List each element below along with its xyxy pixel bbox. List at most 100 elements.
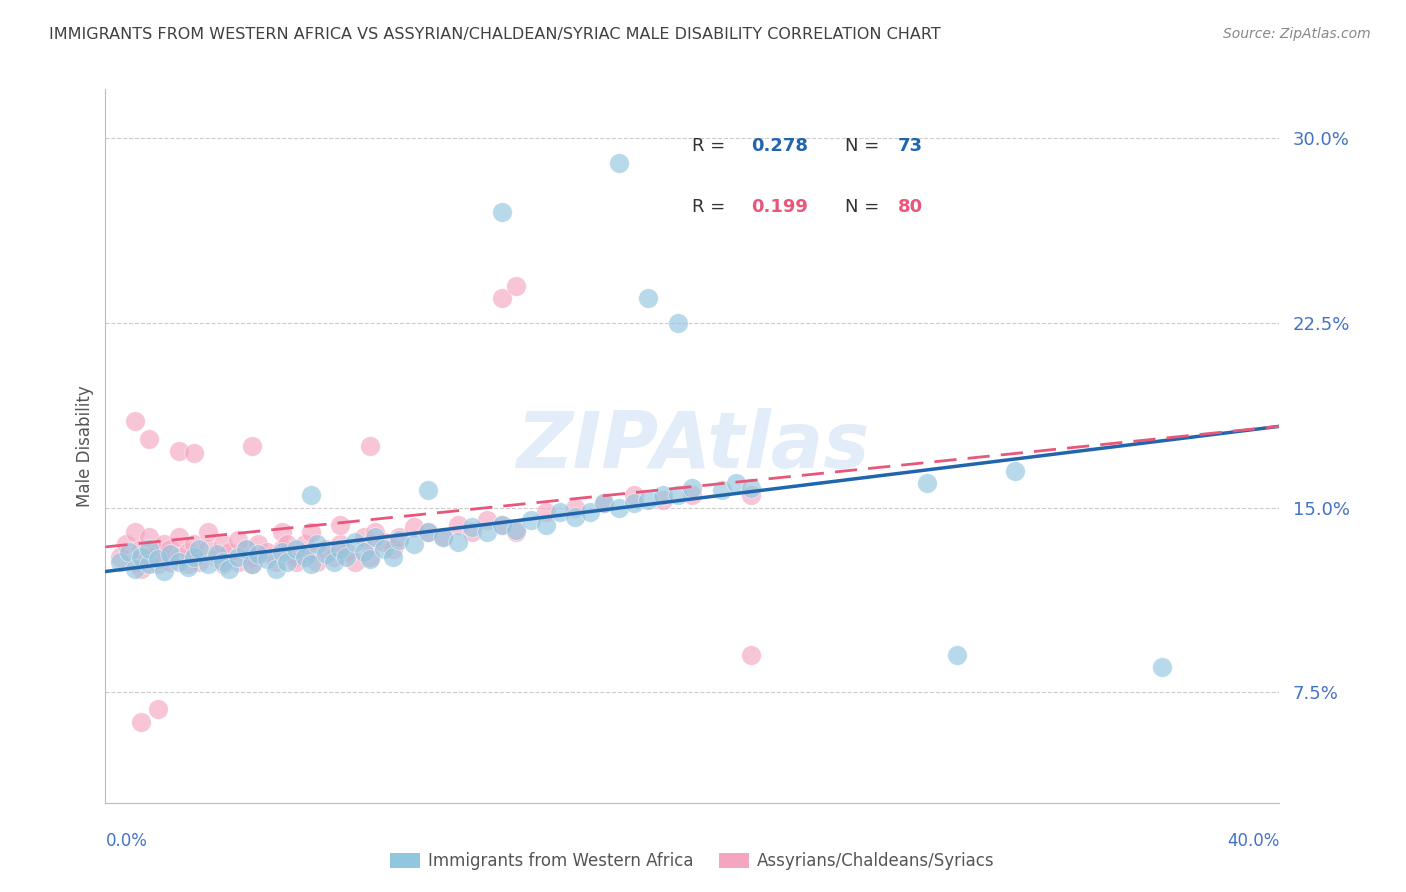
Point (211, 537, 233, 551)
Point (593, 495, 616, 509)
Point (637, 493, 659, 508)
Point (167, 444, 190, 458)
Point (623, 495, 645, 509)
Text: 0.278: 0.278 (751, 137, 808, 155)
Point (188, 555, 211, 569)
Point (159, 547, 181, 561)
Point (299, 557, 322, 571)
Point (520, 513, 543, 527)
Point (343, 535, 366, 549)
Point (461, 525, 484, 540)
Point (129, 714, 152, 729)
Text: 0.199: 0.199 (751, 198, 808, 216)
Text: N =: N = (845, 198, 884, 216)
Point (432, 530, 454, 544)
Text: R =: R = (692, 137, 731, 155)
Point (373, 542, 395, 557)
Text: ZIPAtlas: ZIPAtlas (516, 408, 869, 484)
Point (148, 702, 170, 716)
Point (197, 525, 219, 540)
Point (446, 517, 468, 532)
Point (115, 537, 138, 551)
Point (138, 542, 160, 557)
Point (226, 533, 249, 547)
Point (218, 562, 240, 576)
Point (138, 557, 160, 571)
Point (305, 555, 328, 569)
Point (491, 205, 513, 219)
Point (329, 537, 352, 551)
Point (740, 488, 762, 502)
Point (323, 549, 346, 564)
Point (315, 542, 337, 557)
Point (418, 483, 440, 498)
Point (138, 549, 160, 564)
Point (124, 555, 146, 569)
Point (240, 557, 263, 571)
Point (623, 488, 645, 502)
Point (167, 555, 190, 569)
Point (205, 547, 228, 561)
Point (270, 545, 292, 559)
Point (359, 439, 381, 453)
Point (108, 549, 131, 564)
Point (534, 505, 557, 519)
Point (740, 648, 762, 662)
Point (276, 537, 298, 551)
Point (205, 549, 228, 564)
Point (285, 549, 308, 564)
Point (256, 545, 278, 559)
Point (329, 542, 352, 557)
Point (270, 525, 292, 540)
Point (491, 517, 513, 532)
Y-axis label: Male Disability: Male Disability (76, 385, 94, 507)
Point (148, 557, 170, 571)
Point (247, 547, 270, 561)
Point (364, 525, 387, 540)
Point (917, 475, 939, 490)
Point (276, 555, 298, 569)
Point (491, 517, 513, 532)
Point (335, 549, 357, 564)
Point (235, 542, 257, 557)
Point (129, 542, 152, 557)
Point (446, 535, 468, 549)
Point (129, 549, 152, 564)
Point (1150, 660, 1173, 674)
Point (197, 557, 219, 571)
Point (359, 549, 381, 564)
Point (682, 488, 704, 502)
Text: 40.0%: 40.0% (1227, 832, 1279, 850)
Point (505, 523, 527, 537)
Point (353, 545, 375, 559)
Point (176, 559, 198, 574)
Point (382, 549, 405, 564)
Point (550, 505, 572, 519)
Point (218, 545, 240, 559)
Point (388, 533, 411, 547)
Point (226, 549, 249, 564)
Point (564, 510, 586, 524)
Point (183, 549, 205, 564)
Point (666, 316, 689, 330)
Point (118, 545, 141, 559)
Point (329, 517, 352, 532)
Point (159, 555, 181, 569)
Legend: Immigrants from Western Africa, Assyrians/Chaldeans/Syriacs: Immigrants from Western Africa, Assyrian… (384, 846, 1001, 877)
Point (491, 291, 513, 305)
Point (138, 530, 160, 544)
Point (461, 520, 484, 534)
Point (124, 562, 146, 576)
Point (1004, 464, 1026, 478)
Point (945, 648, 967, 662)
Text: N =: N = (845, 137, 884, 155)
Point (305, 537, 328, 551)
Point (593, 495, 616, 509)
Point (270, 542, 292, 557)
Point (153, 537, 176, 551)
Point (534, 517, 557, 532)
Point (264, 562, 287, 576)
Point (353, 530, 375, 544)
Point (637, 291, 659, 305)
Point (505, 279, 527, 293)
